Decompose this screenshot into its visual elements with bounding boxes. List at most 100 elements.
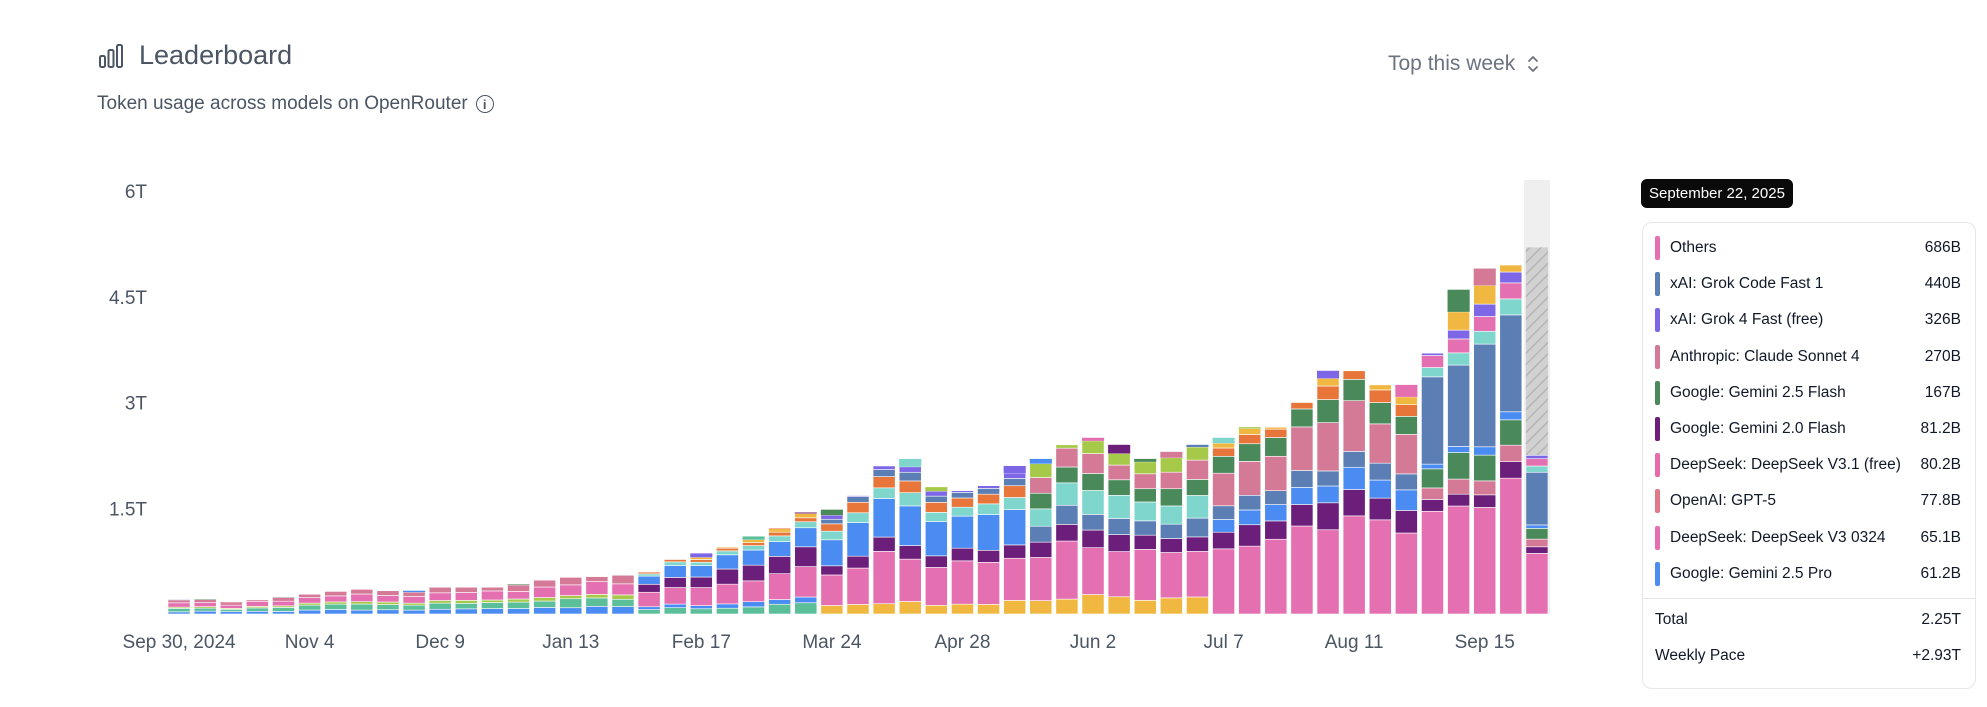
week-bar[interactable] [637,571,661,615]
week-bar[interactable] [1421,352,1444,615]
week-bar[interactable] [559,577,583,615]
week-bar[interactable] [1473,268,1497,615]
week-bar[interactable] [507,584,530,615]
stacked-bars[interactable] [167,180,1550,615]
week-bar[interactable] [402,590,426,615]
tooltip-row: DeepSeek: DeepSeek V3 0324 65.1B [1655,525,1961,551]
legend-swatch [1655,489,1660,514]
bar-segment [924,555,948,568]
week-bar[interactable] [1264,426,1288,615]
week-bar[interactable] [768,527,792,615]
week-bar[interactable] [1003,465,1027,615]
week-bar[interactable] [1342,370,1366,615]
bar-segment [324,603,348,610]
bar-segment [1421,367,1444,378]
bar-segment [1160,505,1183,525]
week-bar[interactable] [1395,384,1418,615]
week-bar[interactable] [611,574,635,615]
x-tick-label: Aug 11 [1325,632,1384,653]
week-bar[interactable] [324,591,348,615]
legend-swatch [1655,561,1660,586]
week-bar[interactable] [846,495,870,615]
week-bar[interactable] [1212,437,1235,615]
bar-segment [1368,389,1392,403]
week-bar[interactable] [272,597,295,615]
week-bar[interactable] [794,512,818,615]
model-name: Google: Gemini 2.0 Flash [1670,420,1846,437]
bar-segment [1290,504,1314,527]
week-bar[interactable] [663,558,687,615]
week-bar[interactable] [585,576,609,615]
week-bar[interactable] [1055,444,1079,615]
tooltip-row: Anthropic: Claude Sonnet 4 270B [1655,344,1961,370]
week-bar[interactable] [1133,458,1157,615]
bar-segment [481,599,504,603]
bar-segment [1238,494,1262,511]
week-bar[interactable] [1081,437,1105,615]
bar-segment [1003,497,1027,510]
week-bar[interactable] [1499,264,1523,615]
week-bar[interactable] [1368,384,1392,615]
week-bar[interactable] [167,599,191,615]
week-bar[interactable] [376,590,400,615]
bar-segment [977,485,1000,489]
bar-segment [1029,600,1053,615]
bar-segment [1264,428,1288,438]
bar-segment [768,556,792,574]
period-selector[interactable]: Top this week [1388,52,1539,76]
bar-segment [898,601,922,615]
title-row: Leaderboard [97,40,292,71]
tooltip-row: Google: Gemini 2.5 Flash 167B [1655,380,1961,406]
bar-segment [898,492,922,507]
week-bar[interactable] [219,602,243,615]
week-bar[interactable] [820,509,844,615]
bar-segment [1133,501,1157,522]
week-bar[interactable] [1447,289,1470,615]
bar-segment [846,495,870,497]
week-bar[interactable] [246,599,269,615]
week-bar[interactable] [924,487,948,615]
week-bar[interactable] [872,465,896,615]
bar-segment [193,599,217,603]
week-bar[interactable] [1107,444,1131,615]
week-bar[interactable] [951,490,974,615]
bar-segment [1107,518,1131,535]
bar-segment [376,609,400,615]
bar-segment [1055,504,1079,525]
bar-segment [663,577,687,588]
week-bar[interactable] [193,599,217,615]
week-bar[interactable] [742,536,765,615]
week-bar[interactable] [454,586,478,615]
week-bar[interactable] [350,589,374,615]
bar-segment [1107,453,1131,466]
week-bar[interactable] [689,553,713,615]
week-bar[interactable] [1238,427,1262,615]
week-bar[interactable] [1316,370,1340,615]
tooltip-row: xAI: Grok Code Fast 1 440B [1655,271,1961,297]
week-bar[interactable] [977,485,1000,615]
week-bar[interactable] [533,579,556,615]
week-bar[interactable] [1029,458,1053,615]
bar-segment [1238,428,1262,435]
week-bar[interactable] [428,586,452,615]
bar-segment [898,505,922,546]
info-icon[interactable]: i [475,95,494,113]
bar-segment [768,573,792,600]
week-bar[interactable] [898,458,922,615]
bar-chart-icon [99,43,123,68]
x-tick-label: Jul 7 [1204,632,1244,653]
week-bar[interactable] [481,586,504,615]
week-bar[interactable] [1525,247,1549,615]
bar-segment [324,601,348,605]
week-bar[interactable] [1186,444,1209,615]
bar-segment [768,599,792,605]
bar-segment [1316,470,1340,487]
week-bar[interactable] [298,593,321,615]
bar-segment [1264,538,1288,615]
week-bar[interactable] [1290,402,1314,615]
week-bar[interactable] [716,546,739,615]
bar-segment [951,547,974,562]
bar-segment [1186,517,1209,538]
bar-segment [1238,524,1262,547]
week-bar[interactable] [1160,451,1183,615]
